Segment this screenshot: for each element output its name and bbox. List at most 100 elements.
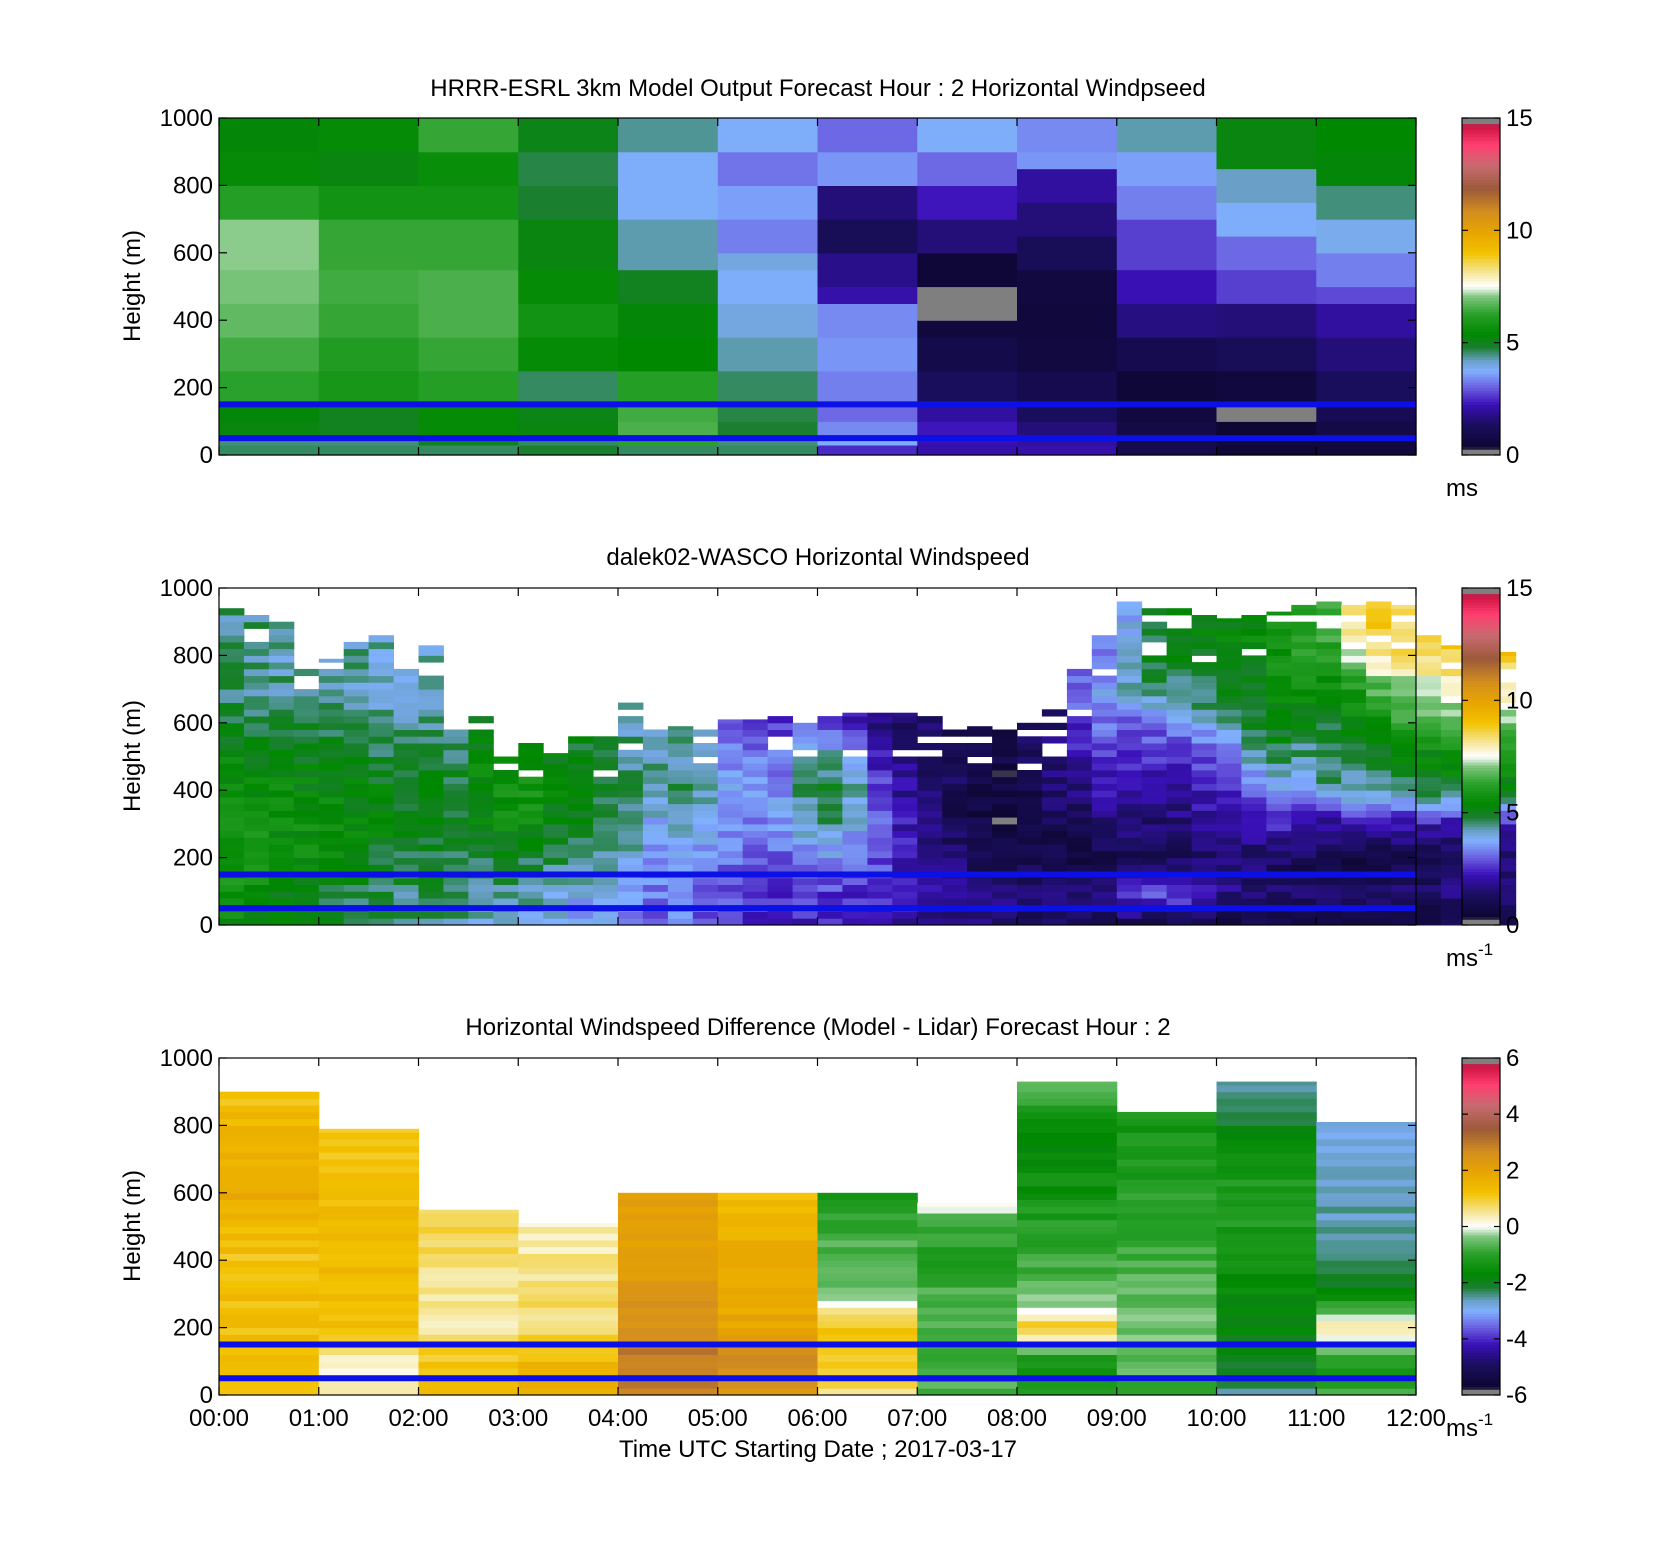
panel-2-cell	[1391, 729, 1417, 737]
panel-2-cell	[219, 803, 245, 811]
panel-2-colorbar-segment	[1462, 593, 1500, 597]
panel-2-cell	[1116, 601, 1143, 609]
panel-2-cell	[1191, 648, 1217, 656]
panel-2-cell	[393, 837, 419, 845]
panel-2-cell	[1440, 844, 1467, 852]
panel-2-cell	[243, 641, 270, 650]
panel-2-cell	[268, 756, 295, 764]
panel-2-cell	[1166, 850, 1192, 859]
panel-2-cell	[817, 736, 843, 744]
panel-2-cell	[742, 837, 769, 845]
panel-2-cell	[1316, 601, 1342, 609]
panel-2-colorbar-segment	[1462, 888, 1500, 892]
panel-2-colorbar-segment	[1462, 731, 1500, 735]
panel-2-cell	[618, 783, 644, 791]
panel-3-colorbar-segment	[1462, 1254, 1500, 1258]
panel-1-colorbar-segment	[1462, 205, 1500, 209]
panel-3-colorbar-tick-label: -6	[1506, 1382, 1527, 1409]
panel-1-cell	[418, 269, 519, 304]
panel-3-colorbar-segment	[1462, 1136, 1500, 1140]
panel-2-cell	[1341, 810, 1367, 818]
panel-2-cell	[992, 776, 1018, 784]
panel-2-cell	[817, 837, 843, 845]
panel-2-cell	[1366, 891, 1392, 899]
panel-2-cell	[1316, 796, 1342, 805]
panel-2-cell	[767, 891, 793, 899]
panel-2-cell	[418, 716, 444, 724]
panel-3-cell	[418, 1320, 519, 1329]
panel-2-cell	[468, 891, 494, 899]
panel-2-cell	[667, 729, 694, 737]
panel-3-colorbar-segment	[1462, 1175, 1500, 1180]
panel-2-cell	[1416, 655, 1442, 663]
panel-2-cell	[318, 716, 345, 724]
panel-3-colorbar-segment	[1462, 1296, 1500, 1300]
panel-2-cell	[1191, 898, 1217, 906]
panel-2-cell	[268, 810, 295, 818]
panel-2-cell	[293, 756, 320, 764]
panel-3-cell	[817, 1233, 918, 1241]
panel-2-cell	[867, 844, 893, 852]
panel-2-cell	[268, 689, 295, 697]
panel-2-cell	[393, 884, 419, 892]
panel-2-cell	[1416, 810, 1442, 818]
panel-1-cell	[1316, 252, 1417, 288]
panel-2-cell	[243, 648, 270, 656]
panel-1-cell	[917, 320, 1018, 338]
panel-3-cell	[1316, 1172, 1417, 1180]
panel-2-cell	[618, 716, 644, 724]
panel-2-cell	[468, 884, 494, 892]
panel-2-cell	[1490, 702, 1517, 710]
panel-2-cell	[792, 911, 818, 919]
panel-2-cell	[692, 857, 719, 865]
panel-3-cell	[518, 1253, 619, 1261]
panel-1-colorbar-segment	[1462, 379, 1500, 383]
panel-2-cell	[393, 911, 419, 919]
panel-2-cell	[1291, 648, 1317, 656]
panel-3-y-tick-label: 600	[173, 1180, 213, 1207]
panel-2-cell	[318, 823, 345, 832]
panel-2-cell	[1141, 830, 1168, 838]
panel-2-colorbar-segment	[1462, 784, 1500, 788]
panel-2-cell	[692, 844, 719, 852]
panel-2-cell	[219, 675, 245, 683]
panel-2-cell	[1041, 810, 1068, 818]
panel-3-cell	[717, 1260, 819, 1268]
panel-2-cell	[817, 891, 843, 899]
panel-2-cell	[817, 844, 843, 852]
panel-2-cell	[692, 729, 719, 737]
panel-1-colorbar-segment	[1462, 289, 1500, 293]
panel-2-cell	[418, 803, 444, 811]
panel-1-cell	[1316, 303, 1417, 338]
panel-2-cell	[1141, 635, 1168, 643]
panel-2-cell	[1116, 743, 1143, 751]
panel-2-cell	[543, 837, 569, 845]
panel-3-cell	[817, 1273, 918, 1281]
panel-3-cell	[618, 1192, 719, 1200]
panel-2-cell	[817, 790, 843, 798]
panel-3-cell	[717, 1213, 819, 1221]
panel-2-cell	[293, 783, 320, 791]
panel-2-cell	[917, 722, 943, 730]
panel-3-cell	[917, 1354, 1018, 1362]
panel-2-cell	[1391, 810, 1417, 818]
panel-3-cell	[1017, 1138, 1118, 1147]
panel-2-cell	[219, 891, 245, 899]
panel-3-cell	[1216, 1199, 1317, 1207]
panel-2-cell	[343, 884, 370, 892]
panel-2-cell	[1141, 709, 1168, 717]
panel-3-cell	[1316, 1240, 1417, 1248]
panel-3-cell	[917, 1266, 1018, 1275]
panel-2-cell	[1316, 655, 1342, 663]
panel-2-cell	[1241, 837, 1267, 845]
panel-2-cell	[343, 682, 370, 690]
panel-2-cell	[243, 736, 270, 744]
panel-2-cell	[692, 796, 719, 805]
panel-2-cell	[318, 830, 345, 838]
panel-2-cell	[892, 756, 918, 764]
panel-2-cell	[468, 877, 494, 885]
panel-2-colorbar-segment	[1462, 910, 1500, 915]
panel-2-cell	[393, 844, 419, 852]
panel-3-colorbar-segment	[1462, 1260, 1500, 1264]
panel-3-cell	[1316, 1145, 1417, 1153]
